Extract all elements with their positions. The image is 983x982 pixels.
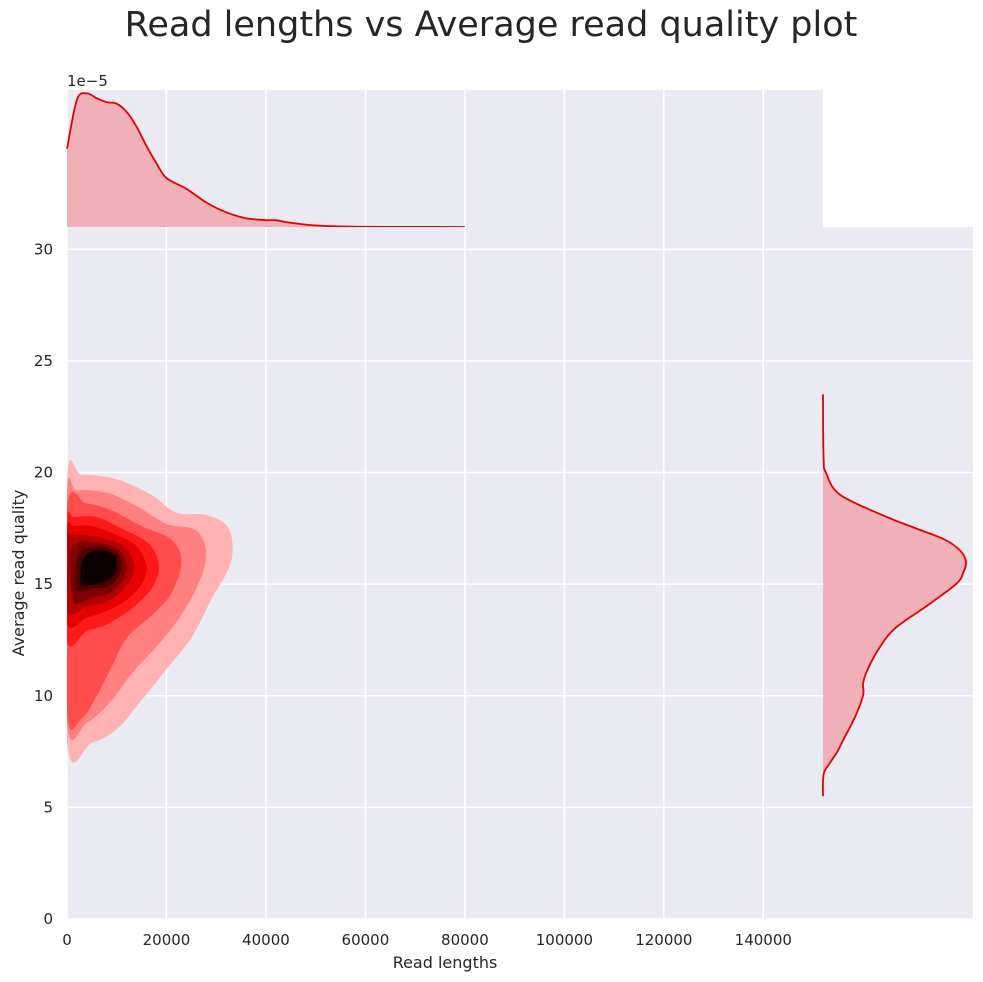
y-tick-label: 5 <box>43 798 53 816</box>
top-marginal-grid <box>66 90 765 227</box>
right-marginal-density-line <box>822 394 967 797</box>
right-marginal-panel <box>822 227 973 920</box>
y-tick-label: 10 <box>34 687 53 705</box>
x-tick-label: 100000 <box>536 931 593 949</box>
top-marginal-density-fill <box>67 93 465 227</box>
joint-plot-grid <box>66 227 823 920</box>
x-tick-label: 60000 <box>342 931 390 949</box>
top-marginal-scale-label: 1e−5 <box>67 72 108 90</box>
joint-panel <box>66 227 823 920</box>
kde-contour-level-9 <box>80 550 117 586</box>
right-marginal-density-fill <box>822 394 967 797</box>
x-tick-label: 0 <box>62 931 72 949</box>
joint-kde-contours <box>67 459 233 763</box>
x-tick-label: 40000 <box>242 931 290 949</box>
x-tick-label: 120000 <box>635 931 692 949</box>
x-axis-label: Read lengths <box>393 953 498 972</box>
y-tick-label: 15 <box>34 575 53 593</box>
y-axis-label: Average read quality <box>9 490 28 657</box>
y-tick-label: 20 <box>34 464 53 482</box>
x-tick-label: 140000 <box>735 931 792 949</box>
x-tick-label: 20000 <box>143 931 191 949</box>
y-tick-label: 25 <box>34 352 53 370</box>
chart-title: Read lengths vs Average read quality plo… <box>125 5 858 45</box>
y-tick-label: 0 <box>43 910 53 928</box>
top-marginal-panel: 1e−5 <box>66 72 823 228</box>
top-marginal-density-line <box>66 92 465 228</box>
y-axis-ticks: 0 5 10 15 20 25 30 <box>34 240 53 928</box>
x-tick-label: 80000 <box>441 931 489 949</box>
y-tick-label: 30 <box>34 240 53 258</box>
x-axis-ticks: 0 20000 40000 60000 80000 100000 120000 140000 <box>62 931 792 949</box>
